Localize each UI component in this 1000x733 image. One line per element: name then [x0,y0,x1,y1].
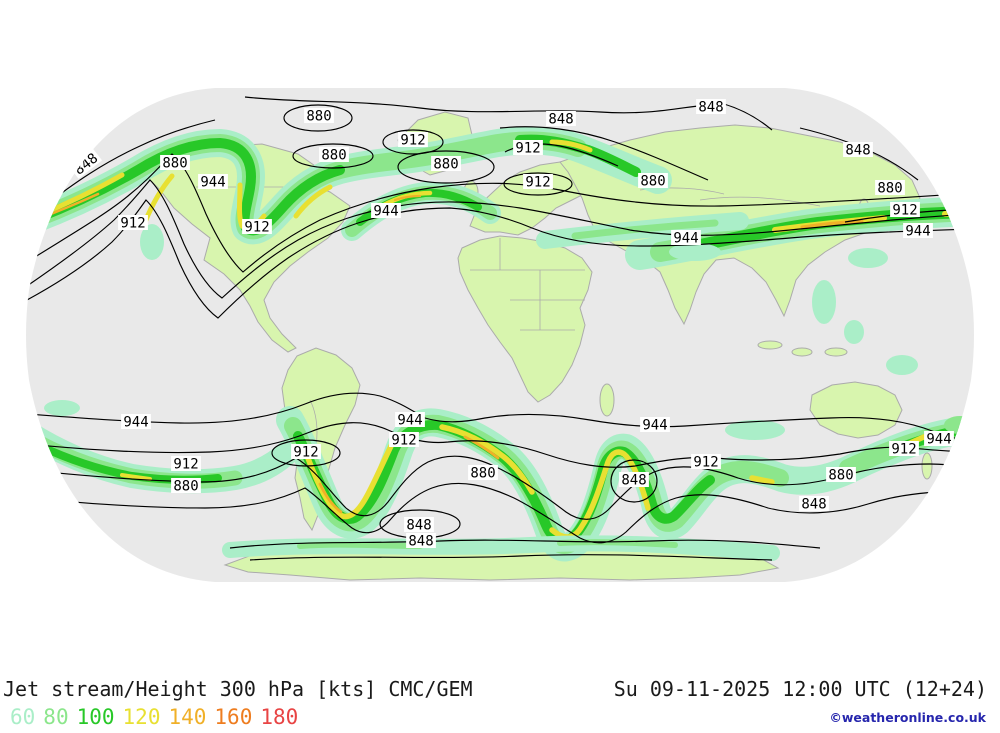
svg-text:848: 848 [801,497,826,513]
contour-label-880: 880 [171,478,201,495]
svg-text:944: 944 [926,432,951,448]
contour-label-848: 848 [843,142,873,159]
contour-label-848: 848 [619,472,649,489]
contour-label-944: 944 [121,414,151,431]
copyright-link[interactable]: ©weatheronline.co.uk [829,710,986,725]
svg-text:944: 944 [123,415,148,431]
svg-text:880: 880 [640,174,665,190]
contour-label-848: 848 [546,111,576,128]
svg-text:912: 912 [892,203,917,219]
svg-text:848: 848 [698,100,723,116]
svg-text:912: 912 [693,455,718,471]
contour-label-944: 944 [371,203,401,220]
svg-text:848: 848 [845,143,870,159]
height-contours [26,96,974,561]
land-indonesia-3 [824,347,848,357]
contour-label-944: 944 [198,174,228,191]
legend-value-100: 100 [76,705,115,729]
legend-value-120: 120 [122,705,161,729]
svg-text:848: 848 [621,473,646,489]
svg-text:912: 912 [400,133,425,149]
contour-label-912: 912 [513,140,543,157]
svg-text:944: 944 [642,418,667,434]
contour-label-848: 848 [799,496,829,513]
land-australia [809,381,903,439]
contour-label-912: 912 [291,444,321,461]
legend-value-180: 180 [260,705,299,729]
contour-label-848: 848 [696,99,726,116]
contour-label-944: 944 [671,230,701,247]
contour-label-912: 912 [118,215,148,232]
land-indonesia-1 [757,340,783,350]
contour-label-848: 848 [404,517,434,534]
legend-value-160: 160 [214,705,253,729]
svg-text:944: 944 [673,231,698,247]
svg-text:912: 912 [173,457,198,473]
contour-label-912: 912 [171,456,201,473]
svg-text:912: 912 [244,220,269,236]
contour-label-944: 944 [640,417,670,434]
svg-text:912: 912 [120,216,145,232]
windspeed-legend: 60 80 100 120 140 160 180 [10,705,298,729]
svg-text:944: 944 [373,204,398,220]
legend-value-80: 80 [43,705,69,729]
contour-label-880: 880 [304,108,334,125]
border-africa-1 [470,238,585,331]
contour-label-880: 880 [638,173,668,190]
svg-text:880: 880 [321,148,346,164]
svg-text:912: 912 [391,433,416,449]
svg-text:880: 880 [828,468,853,484]
svg-text:848: 848 [408,534,433,550]
contour-label-912: 912 [398,132,428,149]
svg-text:880: 880 [877,181,902,197]
svg-text:880: 880 [306,109,331,125]
svg-text:944: 944 [905,224,930,240]
contour-label-880: 880 [468,465,498,482]
svg-text:912: 912 [525,175,550,191]
svg-text:944: 944 [200,175,225,191]
svg-text:848: 848 [406,518,431,534]
contour-label-880: 880 [160,155,190,172]
land-new-zealand [921,452,933,480]
contour-label-912: 912 [389,432,419,449]
contour-label-944: 944 [924,431,954,448]
contour-label-880: 880 [826,467,856,484]
svg-text:912: 912 [515,141,540,157]
contour-label-944: 944 [903,223,933,240]
contour-label-912: 912 [691,454,721,471]
svg-text:880: 880 [173,479,198,495]
map-title: Jet stream/Height 300 hPa [kts] CMC/GEM [3,677,473,701]
svg-text:912: 912 [293,445,318,461]
map-datetime: Su 09-11-2025 12:00 UTC (12+24) [613,677,987,701]
contour-label-880: 880 [319,147,349,164]
svg-text:880: 880 [433,157,458,173]
svg-text:848: 848 [548,112,573,128]
contour-label-848: 848 [406,533,436,550]
svg-text:880: 880 [470,466,495,482]
contour-label-880: 880 [431,156,461,173]
land-indonesia-2 [791,347,813,357]
contour-label-912: 912 [523,174,553,191]
contour-label-912: 912 [242,219,272,236]
contour-label-944: 944 [395,412,425,429]
svg-text:912: 912 [891,442,916,458]
contour-label-880: 880 [875,180,905,197]
svg-text:944: 944 [397,413,422,429]
legend-value-140: 140 [168,705,207,729]
land-madagascar [599,383,615,417]
contour-label-912: 912 [889,441,919,458]
legend-value-60: 60 [10,705,36,729]
contour-label-912: 912 [890,202,920,219]
svg-text:880: 880 [162,156,187,172]
